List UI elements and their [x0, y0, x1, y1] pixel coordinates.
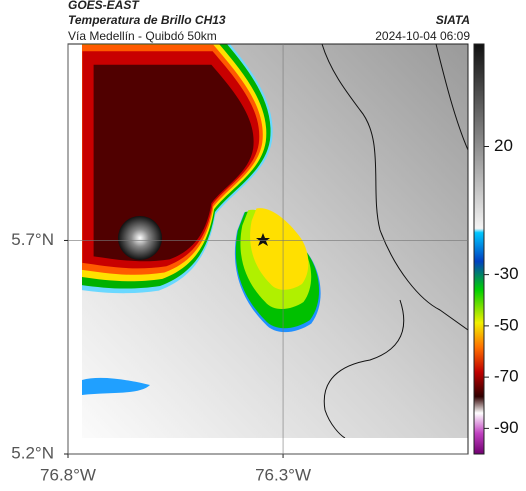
brand: SIATA — [436, 13, 470, 27]
colorbar-tick-label: -90 — [494, 418, 519, 437]
location-star — [256, 233, 270, 246]
colorbar-tick-label: -70 — [494, 367, 519, 386]
subtitle: Vía Medellín - Quibdó 50km — [68, 29, 217, 43]
colorbar — [473, 43, 485, 455]
y-tick-label: 5.7°N — [11, 230, 54, 249]
x-tick-label: 76.8°W — [40, 465, 96, 484]
colorbar-tick-label: -30 — [494, 264, 519, 283]
colorbar-tick-label: -50 — [494, 315, 519, 334]
imagery — [82, 44, 468, 438]
colorbar-tick-label: 20 — [494, 136, 513, 155]
timestamp: 2024-10-04 06:09 — [375, 29, 470, 43]
y-tick-label: 5.2°N — [11, 443, 54, 462]
source: GOES-EAST — [68, 0, 140, 12]
title: Temperatura de Brillo CH13 — [68, 13, 226, 27]
x-tick-label: 76.3°W — [255, 465, 311, 484]
